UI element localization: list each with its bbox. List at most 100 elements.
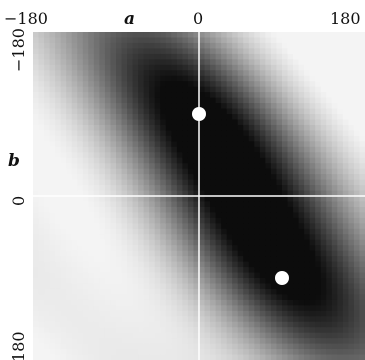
heatmap-cell (71, 32, 78, 39)
heatmap-cell (315, 234, 322, 241)
heatmap-cell (254, 32, 261, 39)
heatmap-cell (165, 272, 172, 279)
heatmap-cell (49, 239, 56, 246)
heatmap-cell (38, 190, 45, 197)
heatmap-cell (49, 217, 56, 224)
heatmap-cell (182, 256, 189, 263)
heatmap-cell (44, 97, 51, 104)
heatmap-cell (160, 261, 167, 268)
heatmap-cell (88, 327, 95, 334)
heatmap-cell (232, 108, 239, 115)
heatmap-cell (121, 332, 128, 339)
heatmap-cell (116, 32, 123, 39)
heatmap-cell (193, 92, 200, 99)
heatmap-cell (226, 92, 233, 99)
heatmap-cell (353, 37, 361, 44)
heatmap-cell (337, 321, 344, 328)
heatmap-cell (99, 179, 106, 186)
heatmap-cell (248, 59, 255, 66)
heatmap-cell (254, 349, 261, 356)
heatmap-cell (55, 288, 62, 295)
heatmap-cell (215, 332, 222, 339)
heatmap-cell (337, 354, 344, 360)
heatmap-cell (176, 103, 183, 110)
heatmap-cell (38, 261, 45, 268)
heatmap-cell (287, 174, 294, 181)
heatmap-cell (237, 42, 244, 49)
heatmap-cell (160, 141, 167, 148)
heatmap-cell (337, 299, 344, 306)
heatmap-cell (193, 130, 200, 137)
heatmap-cell (210, 245, 217, 252)
heatmap-cell (71, 354, 78, 360)
heatmap-cell (138, 294, 145, 301)
heatmap-cell (121, 75, 128, 82)
heatmap-cell (88, 196, 95, 203)
heatmap-cell (176, 157, 183, 164)
heatmap-cell (55, 332, 62, 339)
heatmap-cell (315, 343, 322, 350)
heatmap-cell (265, 272, 272, 279)
heatmap-cell (353, 338, 361, 345)
heatmap-cell (187, 196, 195, 203)
heatmap-cell (160, 212, 167, 219)
heatmap-cell (154, 92, 161, 99)
heatmap-cell (276, 157, 283, 164)
heatmap-cell (265, 206, 272, 213)
heatmap-cell (232, 130, 239, 137)
heatmap-cell (93, 234, 100, 241)
heatmap-cell (127, 278, 134, 285)
heatmap-cell (331, 97, 338, 104)
heatmap-cell (359, 343, 365, 350)
heatmap-cell (348, 278, 355, 285)
heatmap-cell (138, 228, 145, 235)
heatmap-cell (293, 267, 300, 274)
heatmap-cell (276, 190, 283, 197)
heatmap-cell (154, 141, 161, 148)
heatmap-cell (49, 81, 56, 88)
heatmap-cell (88, 179, 95, 186)
heatmap-cell (265, 354, 272, 360)
heatmap-cell (237, 114, 244, 121)
heatmap-cell (60, 294, 67, 301)
heatmap-cell (33, 32, 40, 39)
heatmap-cell (88, 108, 95, 115)
heatmap-cell (55, 185, 62, 192)
heatmap-cell (149, 267, 156, 274)
heatmap-cell (77, 332, 84, 339)
heatmap-cell (71, 332, 78, 339)
heatmap-cell (342, 245, 349, 252)
heatmap-cell (132, 256, 139, 263)
heatmap-cell (226, 261, 233, 268)
heatmap-cell (71, 48, 78, 55)
heatmap-cell (60, 239, 67, 246)
heatmap-cell (243, 53, 250, 60)
heatmap-cell (77, 92, 84, 99)
heatmap-cell (93, 70, 100, 77)
heatmap-cell (160, 206, 167, 213)
heatmap-cell (160, 288, 167, 295)
heatmap-cell (165, 124, 172, 131)
heatmap-cell (99, 234, 106, 241)
heatmap-cell (193, 103, 200, 110)
heatmap-cell (60, 343, 67, 350)
heatmap-cell (337, 53, 344, 60)
heatmap-cell (265, 108, 272, 115)
heatmap-cell (193, 37, 200, 44)
heatmap-cell (199, 37, 206, 44)
heatmap-cell (104, 267, 112, 274)
heatmap-cell (353, 327, 361, 334)
heatmap-cell (55, 299, 62, 306)
heatmap-cell (38, 81, 45, 88)
heatmap-cell (110, 124, 117, 131)
heatmap-cell (309, 305, 316, 312)
heatmap-cell (259, 239, 266, 246)
heatmap-cell (176, 234, 183, 241)
heatmap-cell (82, 305, 89, 312)
heatmap-cell (309, 168, 316, 175)
heatmap-cell (309, 283, 316, 290)
heatmap-cell (243, 321, 250, 328)
heatmap-cell (265, 278, 272, 285)
heatmap-cell (66, 217, 73, 224)
heatmap-cell (60, 163, 67, 170)
